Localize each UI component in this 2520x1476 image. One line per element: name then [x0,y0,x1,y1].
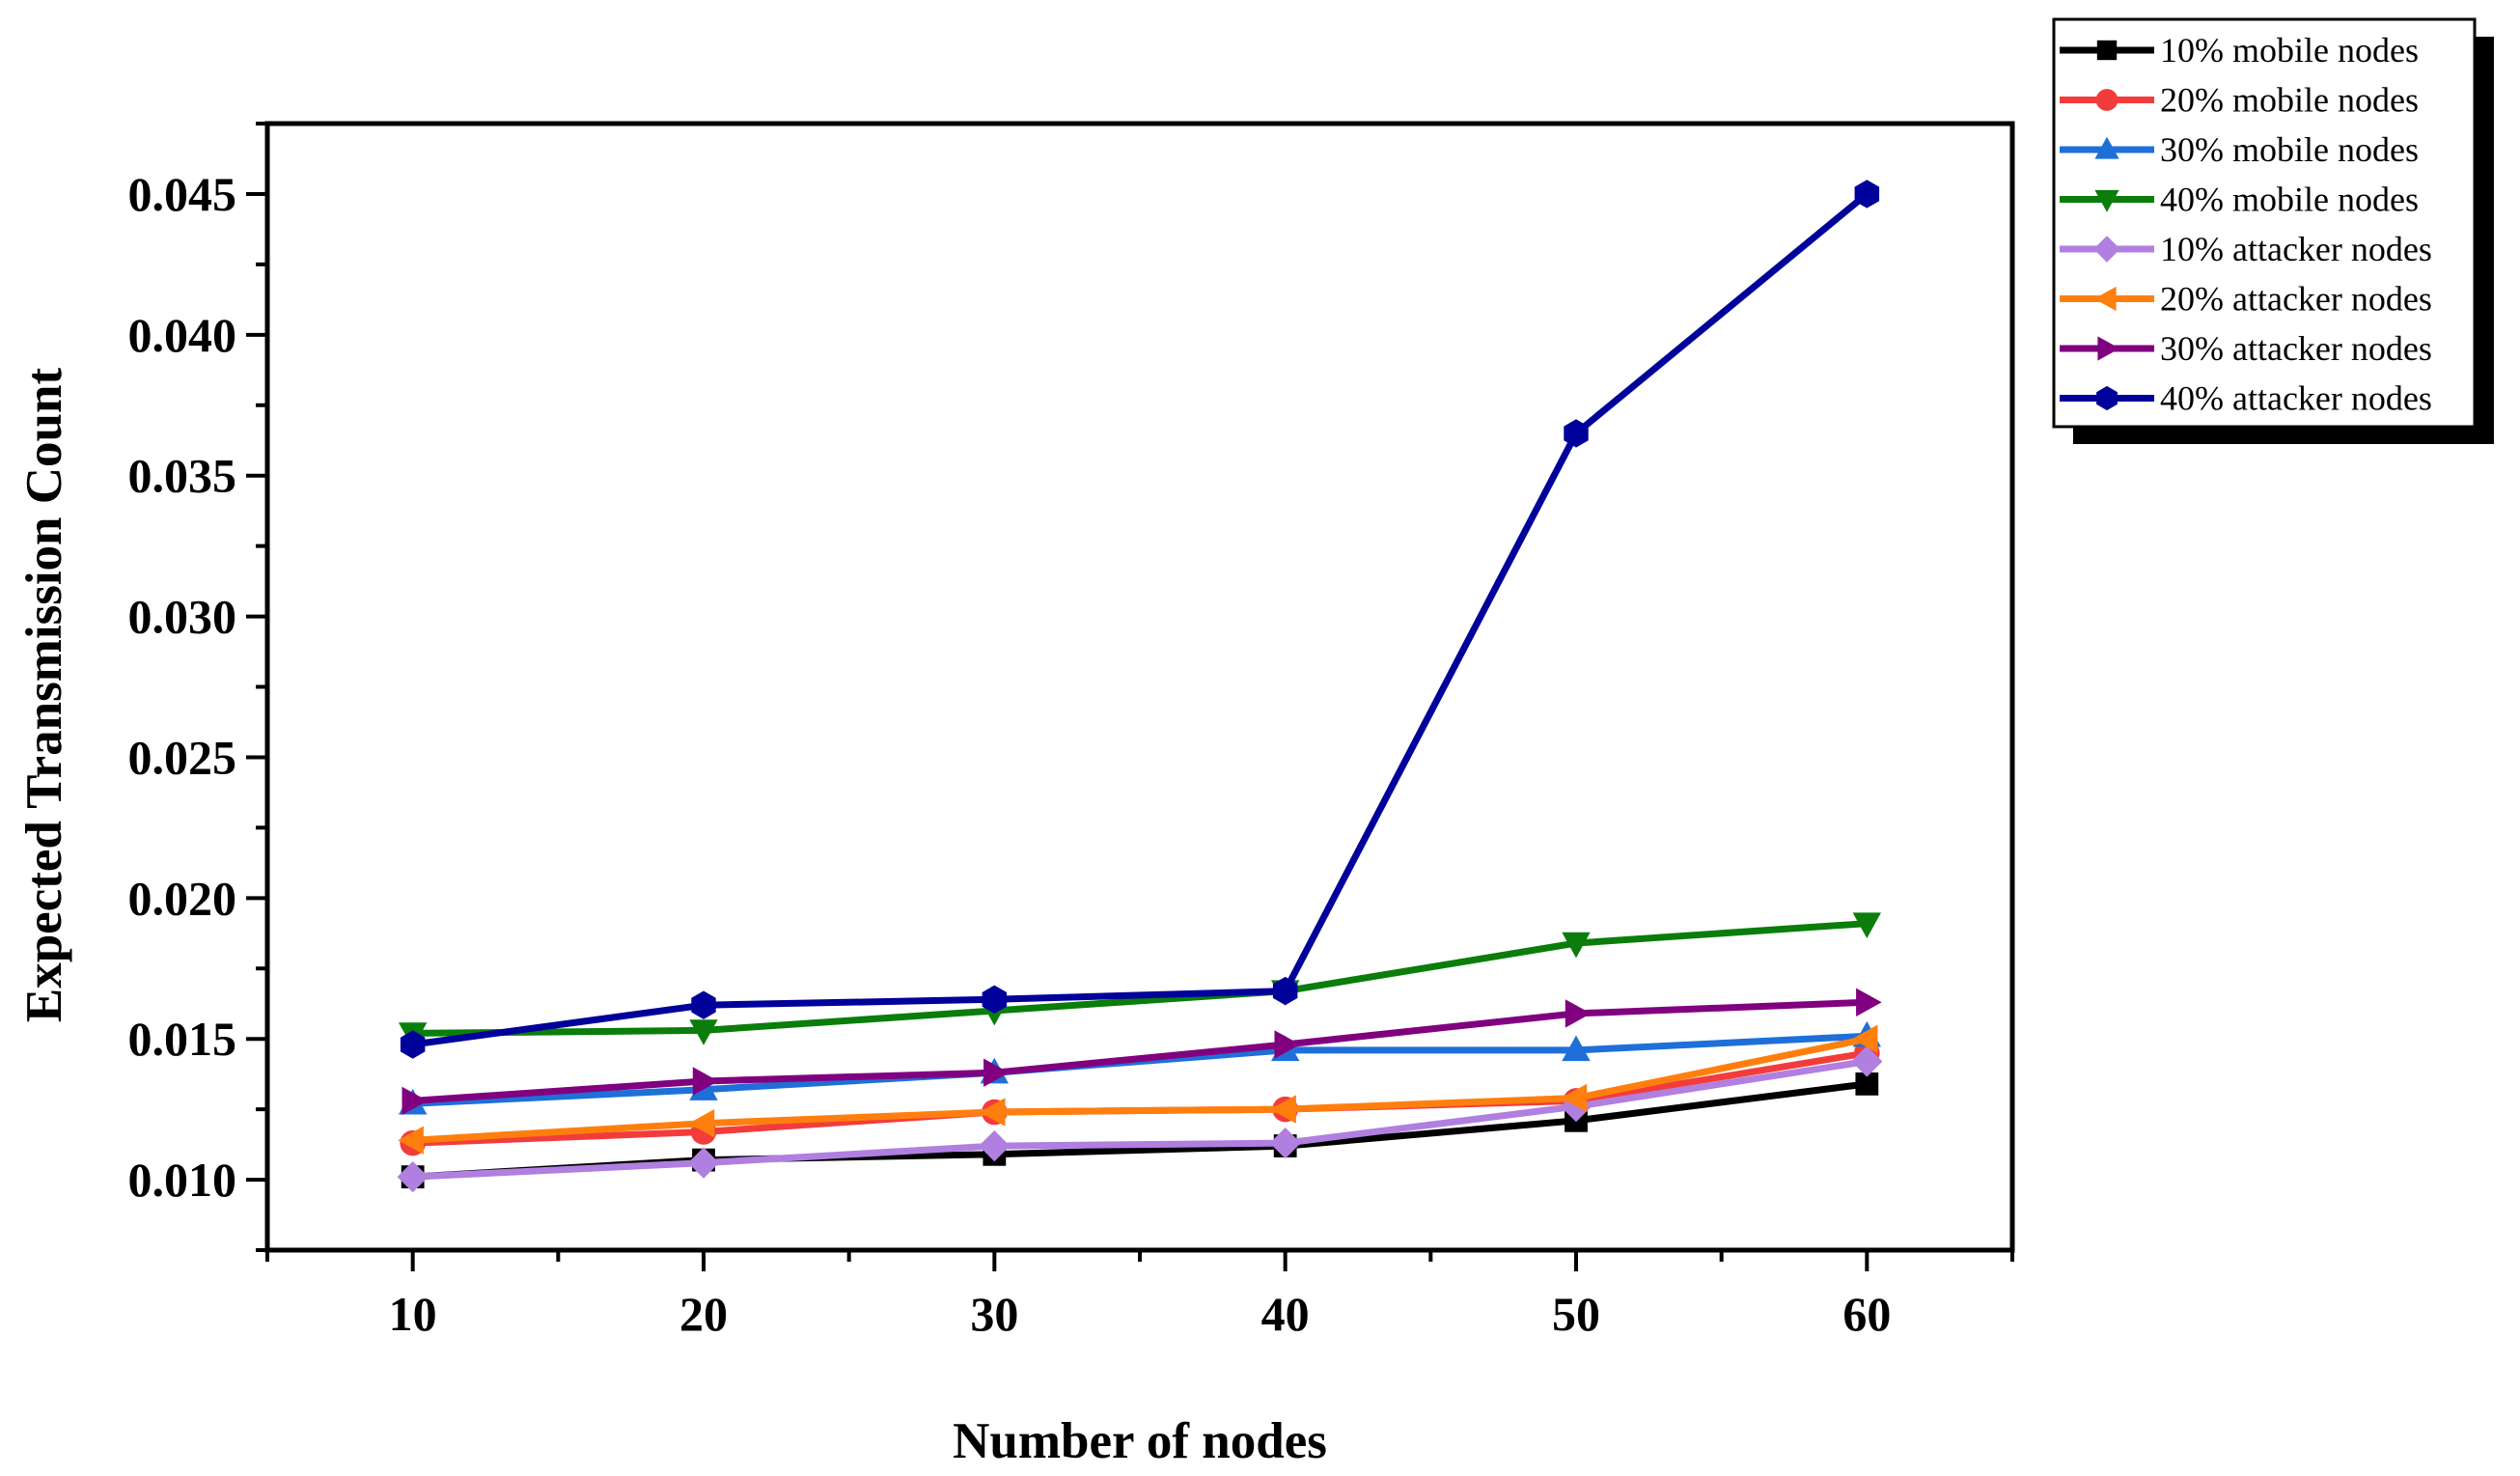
x-tick-label: 10 [389,1287,437,1341]
y-tick-label: 0.010 [128,1153,237,1207]
legend-box [2052,17,2477,429]
legend-label: 40% attacker nodes [2160,379,2432,418]
data-point [1562,932,1591,959]
legend-marker [2097,336,2120,361]
y-tick-label: 0.035 [128,449,237,503]
y-tick-label: 0.020 [128,871,237,925]
x-axis-title: Number of nodes [953,1413,1327,1469]
series-line [412,1058,1868,1181]
tick-labels: 10 20 30 40 50 60 0.010 0.015 0.020 0.025 0.030 0.0… [128,167,1892,1341]
data-point [979,1098,1006,1127]
legend: 10% mobile nodes 20% mobile nodes 30% mobi… [2052,17,2494,444]
y-tick-label: 0.045 [128,167,237,221]
legend-label: 40% mobile nodes [2160,181,2419,219]
legend-entry: 20% attacker nodes [2060,280,2432,319]
legend-entry: 40% attacker nodes [2060,379,2432,418]
legend-label: 20% attacker nodes [2160,280,2432,319]
legend-marker [2094,189,2119,212]
data-point [1856,988,1882,1016]
x-tick-label: 30 [970,1287,1018,1341]
legend-label: 20% mobile nodes [2160,81,2419,120]
legend-marker [2096,385,2118,411]
data-point [687,1147,720,1179]
data-point [692,1067,719,1096]
data-point [689,1019,718,1045]
data-point [402,1086,429,1116]
legend-entry: 10% attacker nodes [2060,230,2432,268]
data-point [1851,1045,1883,1077]
legend-marker [2094,136,2119,159]
data-point [1561,1083,1588,1113]
legend-marker [2093,236,2120,263]
data-point [1269,1128,1301,1159]
series-line [412,998,1868,1104]
data-point [397,1161,429,1193]
legend-label: 10% attacker nodes [2160,230,2432,268]
y-tick-label: 0.015 [128,1012,237,1066]
legend-entry: 20% mobile nodes [2060,81,2419,120]
legend-label: 10% mobile nodes [2160,31,2419,70]
series-8 [400,180,1880,1059]
legend-label: 30% attacker nodes [2160,329,2432,368]
data-point [691,990,716,1019]
data-point [1272,976,1298,1006]
data-point [1274,1030,1301,1059]
data-point [400,1030,426,1059]
data-point [1270,1095,1296,1124]
data-point [1565,999,1592,1028]
legend-label: 30% mobile nodes [2160,130,2419,169]
data-point [982,985,1008,1014]
series-line [412,920,1868,1037]
legend-entry: 30% mobile nodes [2060,130,2419,169]
legend-marker [2095,89,2118,111]
data-point [1851,1024,1878,1053]
x-tick-label: 60 [1842,1287,1891,1341]
y-tick-label: 0.030 [128,590,237,644]
data-point [979,1130,1011,1162]
series-line [412,191,1869,1048]
y-tick-label: 0.025 [128,730,237,784]
x-tick-label: 20 [679,1287,728,1341]
y-axis-title: Expected Transmission Count [16,367,72,1022]
legend-entry: 10% mobile nodes [2060,31,2419,70]
x-tick-label: 50 [1552,1287,1600,1341]
data-point [1854,180,1880,209]
data-point [983,1058,1010,1087]
series-line [412,1035,1868,1144]
legend-entry: 40% mobile nodes [2060,181,2419,219]
series-6 [398,1024,1878,1155]
data-point [688,1109,715,1138]
data-point [1852,912,1881,938]
plot-frame [264,121,2015,1253]
data-point [398,1126,424,1155]
legend-marker [2093,286,2117,312]
data-series [397,180,1883,1193]
x-tick-label: 40 [1261,1287,1310,1341]
y-tick-label: 0.040 [128,308,237,362]
data-point [1855,1072,1879,1096]
legend-marker [2096,40,2118,61]
data-point [1564,419,1589,448]
series-7 [402,988,1882,1116]
data-point [1562,1035,1591,1062]
legend-entry: 30% attacker nodes [2060,329,2432,368]
